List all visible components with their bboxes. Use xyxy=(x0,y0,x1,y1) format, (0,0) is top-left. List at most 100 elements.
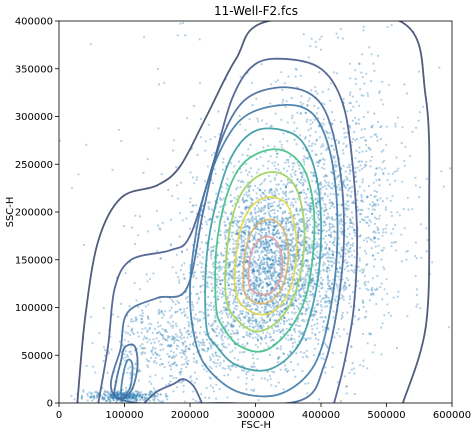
scatter-point xyxy=(282,241,285,244)
scatter-point xyxy=(350,141,354,144)
scatter-point xyxy=(138,393,141,396)
scatter-point xyxy=(281,216,284,219)
scatter-point xyxy=(268,264,272,267)
scatter-point xyxy=(372,62,375,65)
scatter-point xyxy=(267,275,270,278)
scatter-point xyxy=(265,254,268,257)
scatter-point xyxy=(267,230,270,233)
scatter-point xyxy=(381,161,384,164)
scatter-point xyxy=(275,329,278,333)
scatter-point xyxy=(154,395,157,398)
scatter-point xyxy=(222,306,225,309)
scatter-point xyxy=(291,246,294,249)
scatter-point xyxy=(373,222,377,225)
scatter-point xyxy=(226,315,229,319)
scatter-point xyxy=(230,275,233,278)
scatter-point xyxy=(136,331,139,334)
scatter-point xyxy=(163,81,166,84)
scatter-point xyxy=(258,284,261,287)
scatter-point xyxy=(260,229,263,232)
scatter-point xyxy=(327,278,330,282)
scatter-point xyxy=(197,340,200,343)
scatter-point xyxy=(299,351,303,354)
scatter-point xyxy=(255,294,258,297)
scatter-point xyxy=(73,398,76,401)
scatter-point xyxy=(260,279,263,282)
scatter-point xyxy=(320,145,323,148)
scatter-point xyxy=(383,268,386,271)
scatter-point xyxy=(144,393,147,396)
scatter-point xyxy=(311,231,314,234)
scatter-point xyxy=(207,322,210,325)
scatter-point xyxy=(303,290,306,293)
scatter-point xyxy=(314,153,317,156)
scatter-point xyxy=(200,347,204,351)
scatter-point xyxy=(256,324,259,327)
scatter-point xyxy=(355,121,358,125)
scatter-point xyxy=(120,302,123,305)
scatter-point xyxy=(159,348,162,352)
scatter-point xyxy=(156,395,159,398)
scatter-point xyxy=(299,260,303,263)
scatter-point xyxy=(107,352,111,355)
scatter-point xyxy=(187,321,190,324)
scatter-point xyxy=(255,218,258,221)
scatter-point xyxy=(289,337,292,340)
scatter-point xyxy=(147,303,150,306)
scatter-point xyxy=(223,302,226,305)
scatter-point xyxy=(330,144,333,147)
scatter-point xyxy=(159,300,162,303)
scatter-point xyxy=(328,207,331,210)
scatter-point xyxy=(395,169,399,173)
scatter-point xyxy=(240,234,243,237)
scatter-point xyxy=(243,199,247,202)
scatter-point xyxy=(362,25,365,28)
scatter-point xyxy=(349,220,352,223)
scatter-point xyxy=(341,220,344,223)
scatter-point xyxy=(249,184,252,188)
scatter-point xyxy=(373,133,376,136)
scatter-point xyxy=(292,369,295,372)
scatter-point xyxy=(273,371,276,374)
scatter-point xyxy=(415,305,418,308)
scatter-point xyxy=(370,212,374,215)
scatter-point xyxy=(306,209,309,212)
scatter-point xyxy=(237,314,240,317)
scatter-point xyxy=(354,229,357,232)
scatter-point xyxy=(447,326,451,329)
scatter-point xyxy=(415,257,418,260)
scatter-point xyxy=(248,335,251,338)
scatter-point xyxy=(248,321,251,324)
scatter-point xyxy=(352,228,356,232)
scatter-point xyxy=(251,302,254,305)
scatter-point xyxy=(281,239,284,242)
scatter-point xyxy=(180,381,183,384)
scatter-point xyxy=(326,131,329,134)
scatter-point xyxy=(375,167,378,170)
scatter-point xyxy=(292,304,295,307)
scatter-point xyxy=(275,245,278,248)
scatter-point xyxy=(402,159,406,162)
scatter-point xyxy=(182,342,185,345)
scatter-point xyxy=(352,105,355,108)
scatter-point xyxy=(288,350,292,353)
scatter-point xyxy=(324,129,327,133)
scatter-point xyxy=(272,264,275,267)
scatter-point xyxy=(314,40,317,43)
scatter-point xyxy=(369,159,372,162)
scatter-point xyxy=(162,337,165,340)
scatter-point xyxy=(246,260,249,263)
scatter-point xyxy=(342,295,345,298)
scatter-point xyxy=(86,399,89,402)
scatter-point xyxy=(390,214,394,218)
scatter-point xyxy=(263,247,266,250)
scatter-point xyxy=(265,245,268,249)
scatter-point xyxy=(326,283,329,286)
scatter-point xyxy=(273,251,276,255)
scatter-point xyxy=(248,230,251,233)
scatter-point xyxy=(309,201,312,204)
scatter-point xyxy=(280,222,283,225)
scatter-point xyxy=(354,157,357,160)
scatter-point xyxy=(284,256,287,259)
scatter-point xyxy=(310,281,313,285)
